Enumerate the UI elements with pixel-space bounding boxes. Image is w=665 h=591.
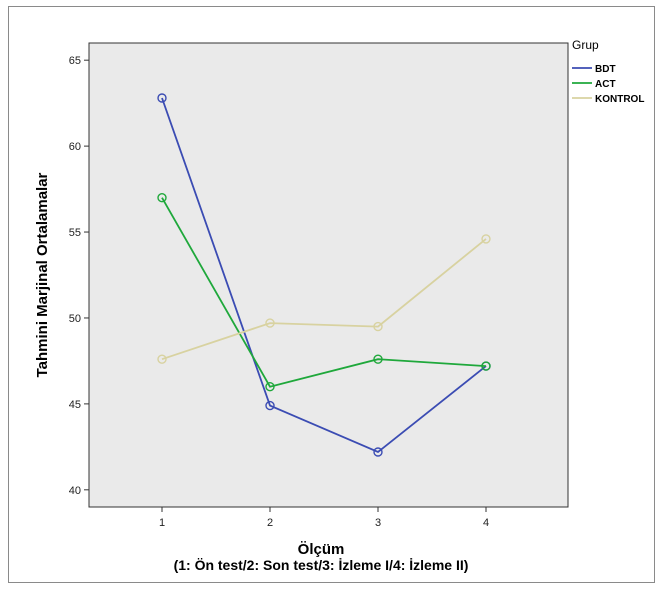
data-point-act <box>265 382 275 392</box>
x-tick-label: 4 <box>483 517 489 529</box>
data-point-act <box>157 192 167 203</box>
legend-label: BDT <box>595 64 616 75</box>
x-tick-label: 1 <box>159 517 165 529</box>
y-tick-label: 60 <box>69 141 81 153</box>
plot-area <box>88 42 569 508</box>
x-axis-note: (1: Ön test/2: Son test/3: İzleme I/4: İ… <box>174 557 469 573</box>
chart-frame: 40 45 50 55 60 65 1 2 3 4 Tahmini Marjinal Ortal… <box>8 6 655 583</box>
legend-title: Grup <box>572 38 599 52</box>
data-point-bdt <box>157 93 167 103</box>
y-tick-label: 40 <box>69 485 81 497</box>
y-tick-label: 45 <box>69 399 81 411</box>
data-point-kontrol <box>157 354 167 364</box>
y-axis-title: Tahmini Marjinal Ortalamalar <box>34 172 51 377</box>
x-tick-label: 3 <box>375 517 381 529</box>
data-point-act <box>373 354 383 364</box>
data-point-act <box>481 361 491 371</box>
series-line-bdt <box>161 97 487 454</box>
y-tick-label: 65 <box>69 55 81 67</box>
data-point-bdt <box>373 447 383 457</box>
data-point-kontrol <box>265 318 275 328</box>
x-axis: 1 2 3 4 <box>159 507 489 529</box>
data-point-kontrol <box>481 234 491 244</box>
x-tick-label: 2 <box>267 517 273 529</box>
legend: Grup BDT ACT KONTROL <box>572 38 644 105</box>
y-tick-label: 55 <box>69 227 81 239</box>
series-line-kontrol <box>161 238 487 361</box>
line-chart: 40 45 50 55 60 65 1 2 3 4 Tahmini Marjinal Ortal… <box>34 38 644 573</box>
series-line-act <box>161 197 487 388</box>
legend-label: ACT <box>595 79 616 90</box>
data-point-bdt <box>265 400 275 411</box>
y-axis: 40 45 50 55 60 65 <box>69 55 89 497</box>
series-layer <box>157 93 491 457</box>
legend-label: KONTROL <box>595 94 644 105</box>
y-tick-label: 50 <box>69 313 81 325</box>
data-point-kontrol <box>373 321 383 332</box>
x-axis-title: Ölçüm <box>298 541 345 558</box>
